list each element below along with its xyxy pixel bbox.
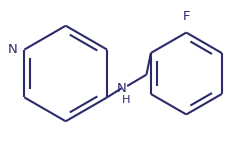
Text: N: N	[117, 82, 126, 95]
Text: H: H	[122, 95, 130, 105]
Text: F: F	[182, 10, 190, 23]
Text: N: N	[8, 43, 17, 56]
